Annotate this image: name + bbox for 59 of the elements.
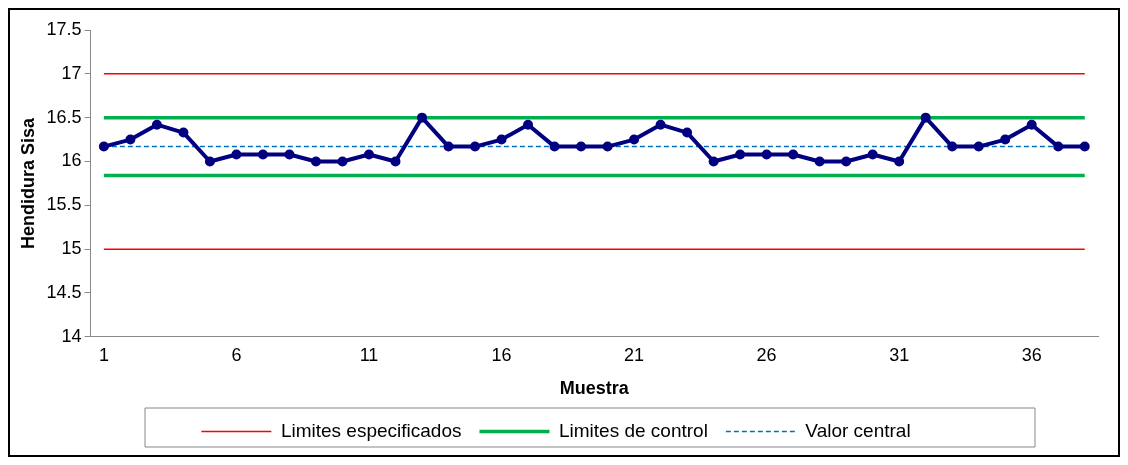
point: [788, 149, 799, 160]
y-tick-label: 16.5: [46, 106, 82, 127]
point: [708, 156, 719, 167]
y-tick-label: 16: [61, 150, 82, 171]
x-tick-label: 21: [624, 344, 645, 365]
y-tick-label: 17.5: [46, 18, 82, 39]
point: [549, 141, 560, 152]
x-axis-title: Muestra: [559, 378, 630, 399]
legend-label: Limites especificados: [280, 419, 462, 441]
x-tick-label: 11: [359, 344, 379, 365]
y-tick-label: 15: [61, 238, 82, 259]
y-tick-label: 14: [61, 325, 82, 346]
point: [257, 149, 268, 160]
x-tick-label: 26: [756, 344, 777, 365]
point: [496, 134, 507, 145]
y-tick-label: 15.5: [46, 194, 82, 215]
point: [682, 127, 693, 138]
y-axis-title: Hendidura Sisa: [17, 116, 38, 249]
y-tick-label: 17: [61, 62, 82, 83]
point: [470, 141, 481, 152]
point: [417, 112, 427, 123]
point: [204, 156, 215, 167]
point: [443, 141, 454, 152]
point: [602, 141, 613, 152]
legend-label: Valor central: [805, 419, 911, 441]
point: [841, 156, 852, 167]
point: [814, 156, 825, 167]
point: [363, 149, 374, 160]
legend-label: Limites de control: [558, 419, 708, 441]
point: [523, 119, 534, 130]
point: [337, 156, 348, 167]
x-tick-label: 36: [1021, 344, 1042, 365]
point: [284, 149, 295, 160]
point: [98, 141, 109, 152]
point: [390, 156, 401, 167]
point: [735, 149, 746, 160]
point: [894, 156, 905, 167]
point: [655, 119, 666, 130]
point: [178, 127, 189, 138]
point: [947, 141, 958, 152]
point: [576, 141, 587, 152]
point: [973, 141, 984, 152]
y-tick-label: 14.5: [46, 281, 82, 302]
point: [151, 119, 162, 130]
point: [1026, 119, 1037, 130]
point: [629, 134, 640, 145]
x-tick-label: 31: [889, 344, 910, 365]
point: [761, 149, 772, 160]
point: [231, 149, 242, 160]
x-tick-label: 1: [98, 344, 109, 365]
x-tick-label: 16: [491, 344, 512, 365]
point: [310, 156, 321, 167]
point: [920, 112, 931, 123]
point: [1053, 141, 1064, 152]
point: [1000, 134, 1011, 145]
point: [125, 134, 136, 145]
point: [867, 149, 878, 160]
x-tick-label: 6: [231, 344, 242, 365]
point: [1079, 141, 1090, 152]
